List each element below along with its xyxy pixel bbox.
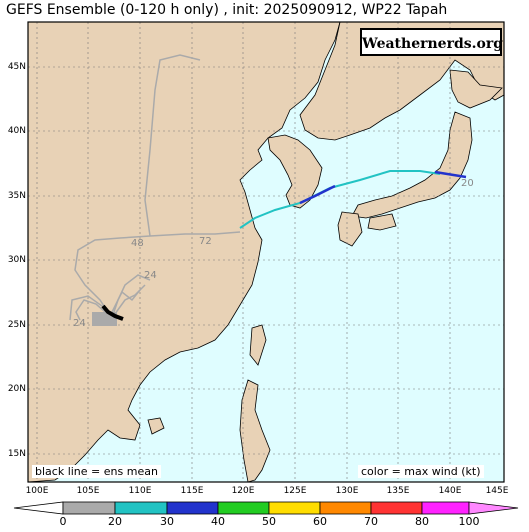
track-label-72: 72: [199, 236, 212, 247]
track-label-24a: 24: [144, 270, 157, 281]
colorbar-tick: 20: [108, 515, 122, 528]
kyushu: [337, 211, 363, 247]
lon-label: 135E: [386, 486, 410, 496]
colorbar-seg-50-60: [268, 501, 321, 515]
colorbar-tick: 50: [262, 515, 276, 528]
brand-logo: Weathernerds.org: [360, 28, 503, 56]
graticule: [28, 22, 504, 482]
colorbar-tick: 40: [211, 515, 225, 528]
track-label-24b: 24: [73, 318, 86, 329]
colorbar-seg-30-40: [166, 501, 219, 515]
colorbar-seg-40-50: [217, 501, 270, 515]
luzon: [239, 379, 271, 483]
colorbar: [13, 501, 519, 515]
legend-color-note: color = max wind (kt): [358, 465, 484, 478]
lon-label: 120E: [231, 486, 255, 496]
lon-label: 105E: [76, 486, 100, 496]
lon-label: 145E: [485, 486, 509, 496]
lat-label: 20N: [7, 384, 26, 394]
colorbar-tick: 100: [458, 515, 480, 528]
colorbar-seg-60-70: [319, 501, 372, 515]
taiwan: [249, 324, 267, 366]
lat-label: 15N: [7, 449, 26, 459]
map-frame: [27, 21, 505, 483]
colorbar-seg-80-100: [421, 501, 470, 515]
lat-label: 40N: [7, 126, 26, 136]
lon-label: 100E: [25, 486, 49, 496]
legend-mean-note: black line = ens mean: [32, 465, 161, 478]
colorbar-seg-lt0: [13, 501, 64, 515]
lat-label: 25N: [7, 320, 26, 330]
korea: [267, 134, 323, 209]
colorbar-tick: 70: [364, 515, 378, 528]
lon-label: 115E: [180, 486, 204, 496]
wind-track-40: [299, 184, 336, 205]
ens-mean-track: [101, 304, 124, 321]
lon-label: 125E: [283, 486, 307, 496]
hokkaido: [449, 69, 503, 109]
lat-label: 35N: [7, 191, 26, 201]
hainan: [147, 417, 165, 435]
colorbar-seg-20-30: [114, 501, 168, 515]
lat-label: 45N: [7, 62, 26, 72]
track-label-48: 48: [131, 238, 144, 249]
track-label-20: 20: [461, 178, 474, 189]
colorbar-tick: 60: [313, 515, 327, 528]
colorbar-tick: 30: [160, 515, 174, 528]
lat-label: 30N: [7, 255, 26, 265]
map-title: GEFS Ensemble (0-120 h only) , init: 202…: [6, 2, 448, 18]
lon-label: 110E: [128, 486, 152, 496]
colorbar-tick: 0: [59, 515, 67, 528]
shikoku: [367, 213, 397, 231]
lon-label: 130E: [335, 486, 359, 496]
colorbar-seg-0-20: [62, 501, 116, 515]
wind-track-40b: [434, 170, 467, 179]
lon-label: 140E: [438, 486, 462, 496]
colorbar-tick: 80: [415, 515, 429, 528]
member-tracks: [69, 54, 241, 321]
colorbar-seg-gt100: [468, 501, 519, 515]
mainland-asia: [27, 21, 341, 483]
colorbar-seg-70-80: [370, 501, 423, 515]
